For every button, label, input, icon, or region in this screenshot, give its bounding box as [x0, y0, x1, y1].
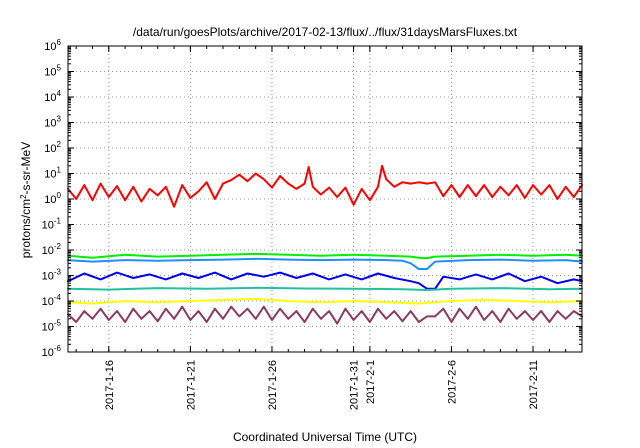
series-line-5	[67, 286, 583, 291]
y-tick-label: 10-4	[42, 293, 62, 308]
grid-lines	[68, 46, 582, 352]
series-line-1	[67, 164, 583, 208]
x-tick-label: 2017-1-16	[104, 360, 116, 410]
series-line-6	[67, 298, 583, 305]
series-line-2	[67, 252, 583, 260]
y-tick-label: 10-3	[42, 268, 62, 283]
series-line-7	[67, 305, 583, 325]
y-tick-label: 104	[44, 89, 61, 104]
x-tick-label: 2017-1-21	[185, 360, 197, 410]
x-tick-labels: 2017-1-16 2017-1-21 2017-1-26 2017-1-31 2017…	[104, 360, 540, 410]
series-line-3	[67, 257, 583, 270]
series-line-4	[67, 271, 583, 290]
axis-ticks	[68, 45, 582, 353]
x-tick-label: 2017-2-11	[528, 360, 540, 409]
data-series	[67, 164, 583, 325]
x-tick-label: 2017-2-1	[365, 360, 377, 404]
y-tick-label: 106	[44, 38, 61, 53]
y-tick-label: 105	[44, 64, 61, 79]
x-tick-label: 2017-1-26	[267, 360, 279, 410]
y-tick-label: 10-1	[42, 217, 62, 232]
y-tick-label: 10-5	[42, 319, 62, 334]
x-tick-label: 2017-2-6	[446, 360, 458, 404]
y-tick-labels: 10-6 10-5 10-4 10-3 10-2 10-1 100 101 102 103 104 1…	[42, 38, 62, 359]
y-tick-label: 10-2	[42, 242, 62, 257]
chart-title: /data/run/goesPlots/archive/2017-02-13/f…	[133, 25, 518, 39]
y-tick-label: 101	[44, 166, 61, 181]
x-tick-label: 2017-1-31	[349, 360, 361, 410]
y-tick-label: 100	[44, 191, 61, 206]
y-tick-label: 102	[44, 140, 61, 155]
y-tick-label: 10-6	[42, 344, 62, 359]
y-tick-label: 103	[44, 115, 61, 130]
y-axis-label: protons/cm2-s-sr-MeV	[19, 142, 33, 258]
x-axis-label: Coordinated Universal Time (UTC)	[233, 430, 417, 444]
